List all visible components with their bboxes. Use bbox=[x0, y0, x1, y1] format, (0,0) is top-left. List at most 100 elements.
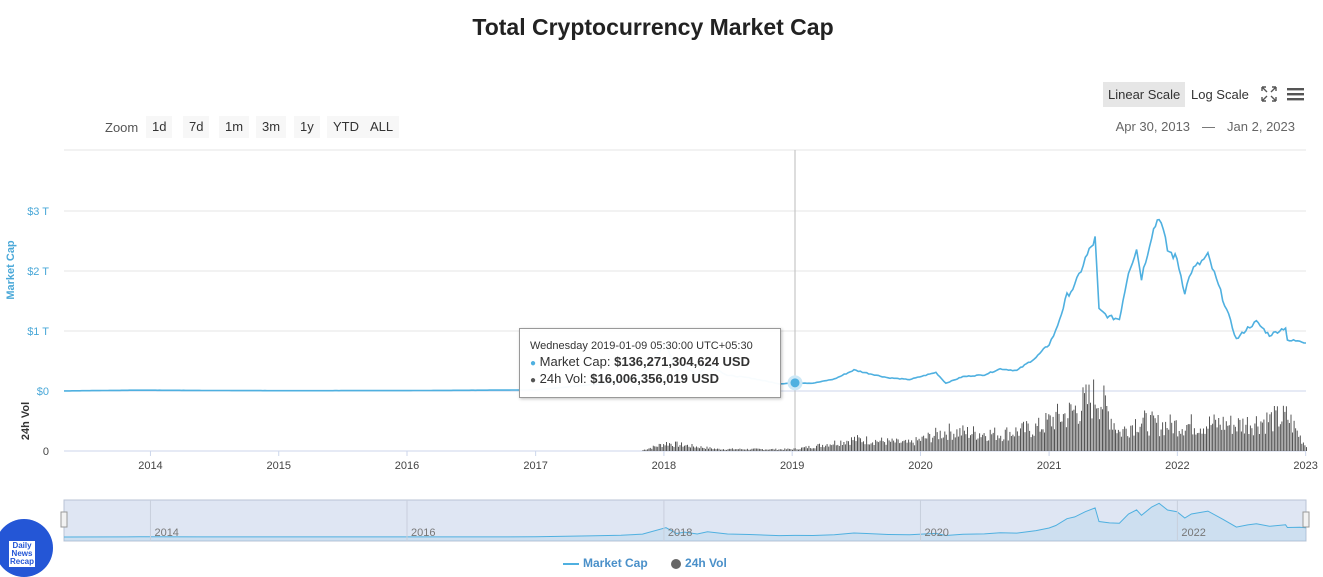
volume-bar bbox=[918, 438, 920, 451]
legend-market-cap[interactable]: Market Cap bbox=[563, 556, 648, 570]
hover-point bbox=[787, 375, 803, 391]
volume-bar bbox=[1054, 429, 1055, 451]
legend-volume[interactable]: 24h Vol bbox=[671, 556, 727, 570]
volume-bar bbox=[1248, 434, 1250, 451]
volume-bar bbox=[1290, 414, 1292, 451]
volume-bar bbox=[643, 449, 645, 451]
zoom-1m-button[interactable]: 1m bbox=[219, 116, 250, 138]
volume-bar bbox=[796, 449, 798, 451]
volume-bar bbox=[941, 438, 943, 451]
volume-bar bbox=[893, 440, 895, 451]
volume-bar bbox=[1099, 419, 1100, 451]
fullscreen-icon[interactable] bbox=[1259, 84, 1279, 104]
volume-bar bbox=[902, 441, 904, 451]
volume-tick-label: 0 bbox=[43, 446, 49, 458]
volume-bar bbox=[1060, 421, 1061, 451]
volume-bar bbox=[1288, 423, 1290, 451]
volume-bar bbox=[669, 443, 670, 451]
x-tick-label: 2022 bbox=[1165, 460, 1189, 472]
volume-bar bbox=[1154, 418, 1156, 451]
volume-bar bbox=[1150, 415, 1152, 451]
volume-bar bbox=[1201, 433, 1203, 451]
date-range-from[interactable]: Apr 30, 2013 bbox=[1115, 119, 1191, 134]
volume-bar bbox=[950, 431, 952, 451]
volume-bar bbox=[1055, 411, 1057, 451]
volume-bar bbox=[953, 433, 955, 451]
volume-bar bbox=[998, 438, 1000, 451]
zoom-ytd-button[interactable]: YTD bbox=[327, 116, 365, 138]
volume-bar bbox=[742, 449, 744, 451]
linear-scale-button[interactable]: Linear Scale bbox=[1103, 82, 1186, 107]
volume-bar bbox=[831, 445, 833, 451]
volume-bar bbox=[787, 448, 789, 451]
x-tick-label: 2019 bbox=[780, 460, 804, 472]
y-tick-label: $0 bbox=[37, 386, 49, 398]
volume-bar bbox=[690, 447, 691, 451]
zoom-1y-button[interactable]: 1y bbox=[294, 116, 320, 138]
volume-bar bbox=[802, 447, 804, 451]
volume-bar bbox=[947, 439, 949, 451]
volume-bar bbox=[896, 438, 898, 451]
volume-bar bbox=[915, 437, 917, 451]
volume-bar bbox=[1199, 428, 1201, 451]
volume-bar bbox=[840, 440, 842, 451]
volume-bar bbox=[1009, 431, 1011, 451]
volume-bar bbox=[1026, 421, 1028, 451]
volume-bar bbox=[1133, 435, 1135, 451]
volume-bar bbox=[1039, 431, 1041, 451]
volume-bar bbox=[694, 447, 696, 451]
volume-bar bbox=[663, 444, 665, 451]
volume-bar bbox=[1278, 426, 1280, 451]
volume-bar bbox=[721, 449, 723, 451]
volume-bar bbox=[788, 448, 790, 451]
volume-bar bbox=[1198, 432, 1200, 451]
volume-bar bbox=[678, 446, 679, 451]
volume-bar bbox=[890, 441, 892, 451]
volume-bar bbox=[884, 442, 886, 451]
y-axis-title: Market Cap bbox=[5, 240, 17, 300]
volume-bar bbox=[872, 442, 874, 451]
volume-bar bbox=[1104, 395, 1106, 451]
volume-bar bbox=[667, 445, 669, 451]
volume-bar bbox=[819, 443, 820, 451]
volume-bar bbox=[959, 428, 961, 451]
log-scale-button[interactable]: Log Scale bbox=[1191, 87, 1249, 102]
date-range-to[interactable]: Jan 2, 2023 bbox=[1227, 119, 1295, 134]
zoom-7d-button[interactable]: 7d bbox=[183, 116, 210, 138]
menu-icon[interactable] bbox=[1285, 84, 1305, 104]
volume-bar bbox=[785, 449, 787, 451]
volume-axis-title: 24h Vol bbox=[20, 402, 32, 440]
volume-bar bbox=[740, 449, 742, 451]
volume-bar bbox=[849, 444, 851, 451]
volume-bar bbox=[939, 430, 941, 451]
volume-bar bbox=[760, 449, 762, 451]
zoom-1d-button[interactable]: 1d bbox=[146, 116, 173, 138]
chart-tooltip: Wednesday 2019-01-09 05:30:00 UTC+05:30 … bbox=[519, 328, 781, 398]
navigator-handle-left-icon[interactable] bbox=[60, 511, 68, 528]
volume-bar bbox=[1284, 411, 1286, 451]
zoom-3m-button[interactable]: 3m bbox=[256, 116, 287, 138]
volume-bar bbox=[699, 448, 700, 451]
volume-bar bbox=[1107, 411, 1109, 451]
volume-bar bbox=[900, 442, 902, 451]
volume-bar bbox=[1087, 404, 1088, 451]
volume-bar bbox=[1021, 423, 1023, 451]
volume-bar bbox=[967, 427, 968, 451]
volume-bar bbox=[991, 434, 993, 451]
volume-bar bbox=[691, 444, 693, 451]
tooltip-market-cap-row: ● Market Cap: $136,271,304,624 USD bbox=[530, 354, 780, 371]
volume-bar bbox=[1015, 427, 1017, 451]
volume-bar bbox=[746, 448, 748, 451]
volume-bar bbox=[1270, 412, 1272, 451]
volume-bar bbox=[1186, 425, 1188, 451]
navigator-handle-right-icon[interactable] bbox=[1302, 511, 1310, 528]
volume-bar bbox=[1181, 429, 1183, 451]
zoom-all-button[interactable]: ALL bbox=[364, 116, 400, 138]
volume-bar bbox=[1110, 418, 1112, 451]
volume-bar bbox=[1141, 423, 1143, 451]
volume-bar bbox=[1206, 426, 1207, 451]
date-range[interactable]: Apr 30, 2013 — Jan 2, 2023 bbox=[1110, 119, 1301, 134]
volume-bar bbox=[1246, 417, 1248, 451]
volume-bar bbox=[1168, 429, 1170, 451]
